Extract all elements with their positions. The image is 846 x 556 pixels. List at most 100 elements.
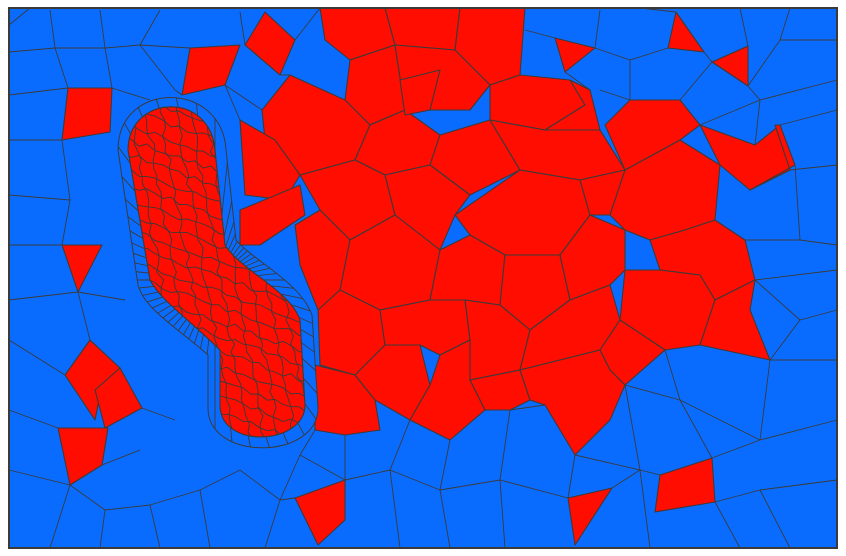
refined-inclusion-outline	[127, 106, 306, 438]
mesh-edge	[754, 269, 838, 281]
mesh-edge	[139, 9, 161, 46]
mesh-edge	[224, 84, 241, 121]
mesh-edge	[739, 7, 749, 47]
mesh-edge	[111, 87, 151, 101]
mesh-edge	[299, 454, 346, 481]
mesh-cell-region-b	[519, 349, 626, 456]
mesh-edge	[389, 469, 441, 491]
mesh-edge	[224, 84, 263, 111]
mesh-edge	[624, 384, 681, 401]
mesh-cell-region-b	[699, 279, 771, 361]
mesh-cell-region-b	[294, 479, 346, 546]
mesh-edge	[759, 419, 838, 441]
fine-edge	[128, 253, 305, 324]
mesh-edge	[799, 309, 838, 321]
mesh-edge	[679, 399, 713, 459]
mesh-edge	[599, 89, 631, 101]
mesh-cell-region-b	[429, 119, 521, 196]
refined-mesh-layer	[117, 97, 319, 449]
mesh-edge	[639, 469, 661, 476]
mesh-edge	[509, 404, 546, 411]
mesh-cell-region-b	[711, 45, 749, 87]
mesh-cell-region-b	[239, 184, 306, 246]
mesh-edge	[174, 89, 183, 96]
mesh-edge	[439, 489, 451, 549]
mesh-edge	[499, 479, 506, 549]
mesh-edge	[139, 44, 176, 91]
ring-edge	[234, 252, 318, 279]
mesh-cell-region-b	[61, 244, 103, 293]
mesh-edge	[149, 504, 161, 549]
mesh-edge	[104, 47, 113, 89]
mesh-edge	[594, 47, 631, 61]
mesh-edge	[294, 7, 321, 41]
mesh-edge	[49, 484, 71, 549]
mesh-edge	[574, 454, 641, 471]
mesh-edge	[679, 399, 761, 441]
mesh-edge	[199, 489, 211, 549]
mesh-edge	[799, 239, 838, 246]
mesh-cell-region-b	[667, 11, 705, 53]
mesh-edge	[8, 7, 31, 26]
mesh-edge	[69, 484, 106, 511]
mesh-edge	[54, 47, 69, 89]
mesh-edge	[754, 279, 801, 321]
mesh-edge	[439, 479, 501, 491]
mesh-edge	[8, 47, 56, 53]
mesh-edge	[524, 29, 556, 39]
ring-edge	[234, 281, 318, 308]
mesh-edge	[679, 61, 713, 101]
mesh-edge	[567, 454, 576, 499]
mesh-edge	[8, 339, 66, 376]
mesh-edge	[714, 489, 761, 503]
mesh-edge	[779, 109, 838, 126]
mesh-edge	[344, 469, 391, 481]
mesh-edge	[747, 85, 761, 101]
mesh-edge	[8, 409, 59, 429]
ring-edge	[118, 287, 197, 387]
mesh-border	[8, 7, 838, 549]
mesh-cell-region-b	[384, 7, 461, 51]
mesh-edge	[629, 47, 669, 61]
mesh-edge	[8, 87, 69, 96]
mesh-edge	[141, 407, 176, 421]
mesh-edge	[759, 479, 838, 491]
cells-layer	[8, 7, 838, 549]
mesh-edge	[714, 501, 741, 549]
fine-edge	[201, 106, 271, 437]
mesh-edge	[8, 291, 79, 301]
mesh-edge	[664, 349, 681, 401]
mesh-cell-region-b	[749, 124, 796, 191]
ring-edge	[118, 285, 197, 361]
mesh-edge	[779, 7, 791, 41]
mesh-edge	[104, 504, 151, 511]
ring-edge	[118, 283, 196, 335]
mesh-edge	[759, 359, 771, 441]
mesh-edge	[49, 9, 56, 49]
mesh-cell-region-b	[239, 119, 301, 201]
mesh-edge	[747, 39, 781, 87]
mesh-edge	[794, 164, 801, 241]
mesh-edge	[299, 429, 316, 456]
mesh-edge	[499, 409, 511, 481]
fine-edge	[128, 239, 305, 310]
mesh-edge	[8, 194, 71, 201]
mesh-edge	[639, 469, 651, 549]
mesh-cell-region-b	[61, 87, 113, 141]
fine-edge	[184, 106, 254, 437]
mesh-edge	[77, 291, 91, 341]
mesh-edge	[139, 44, 191, 49]
mesh-cell-region-b	[554, 37, 596, 73]
mesh-edge	[389, 419, 411, 471]
mesh-edge	[789, 164, 838, 171]
mesh-edge	[149, 489, 201, 506]
mesh-edge	[279, 497, 296, 501]
mesh-edge	[104, 44, 141, 49]
mesh-edge	[77, 291, 126, 301]
mesh-edge	[99, 9, 106, 49]
mesh-edge	[711, 439, 761, 459]
mesh-edge	[624, 384, 641, 471]
mesh-edge	[594, 9, 601, 49]
